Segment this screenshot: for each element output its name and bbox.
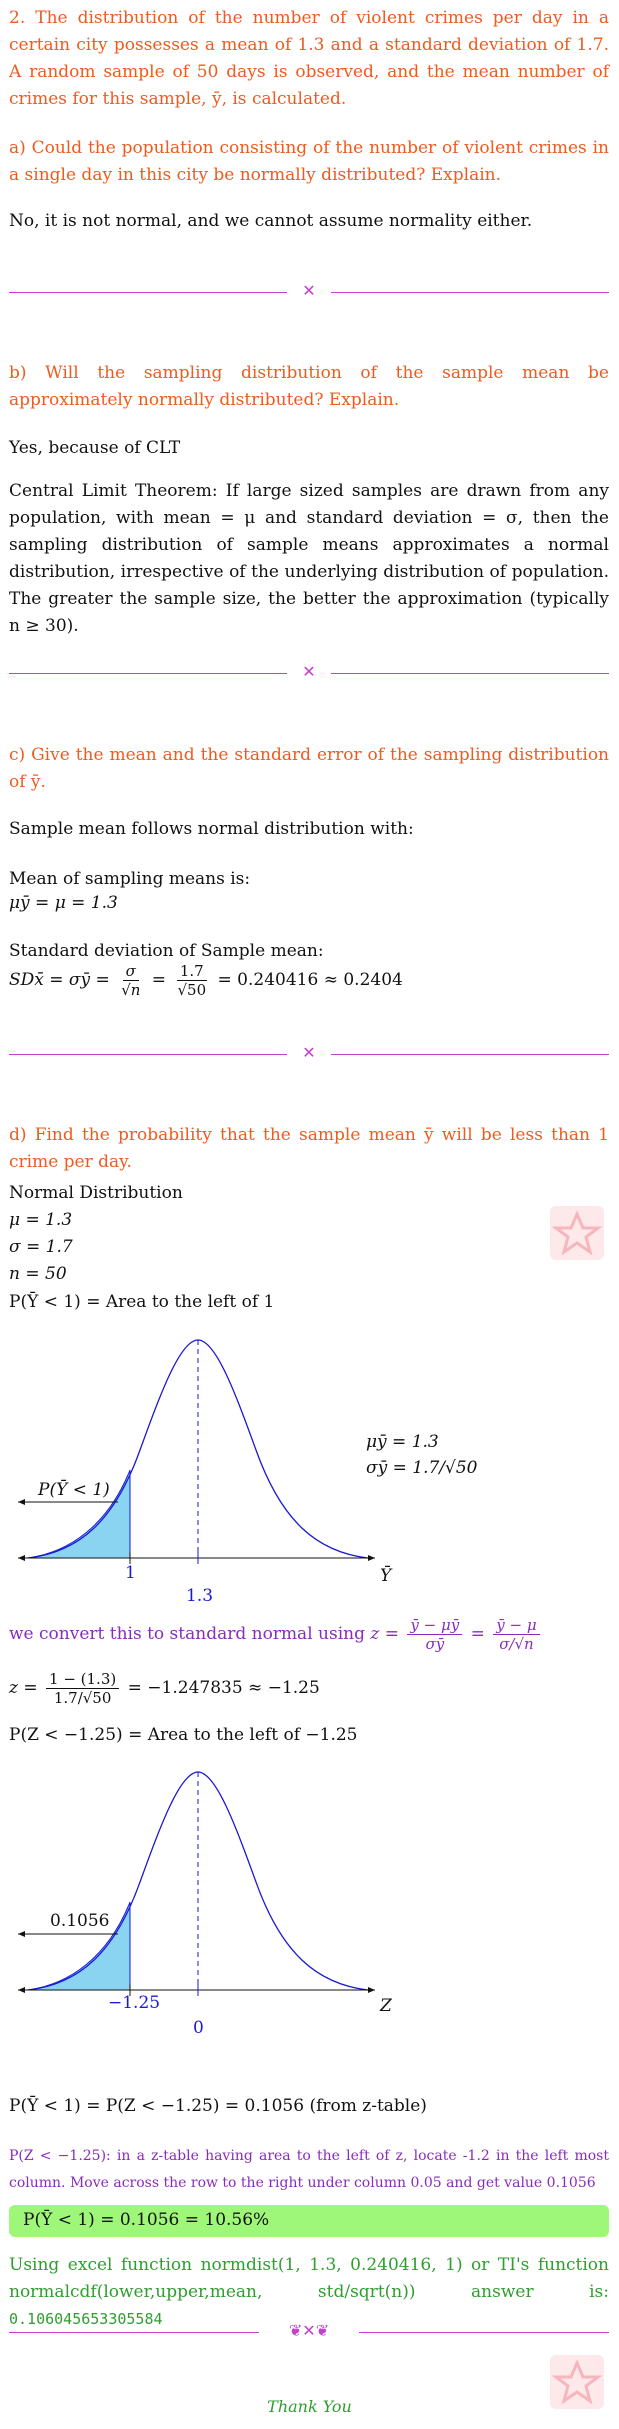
section-divider: ✕ [9,281,609,300]
sd-fraction-1: σ √n [121,962,141,999]
graph2-left-label: 0.1056 [50,1911,110,1931]
convert-fraction-2: ȳ − μ σ/√n [493,1616,540,1653]
part-c-line1: Sample mean follows normal distribution … [9,819,414,839]
sd-lhs: SDx̄ = σȳ = [9,970,110,990]
excel-note: Using excel function normdist(1, 1.3, 0.… [9,2252,609,2333]
sd-label: Standard deviation of Sample mean: [9,941,324,961]
graph1-sigma-label: σȳ = 1.7/√50 [366,1458,478,1478]
z-fraction: 1 − (1.3) 1.7/√50 [46,1670,120,1707]
section-divider: ✕ [9,1043,609,1062]
convert-z: z = [370,1624,399,1644]
convert-line: we convert this to standard normal using… [9,1614,543,1654]
excel-note-text: Using excel function normdist(1, 1.3, 0.… [9,2255,609,2302]
mu-value: μ = 1.3 [9,1210,73,1230]
ztable-note: P(Z < −1.25): in a z-table having area t… [9,2148,609,2191]
graph2-x-cut: −1.25 [108,1993,161,2013]
graph2-x-mean: 0 [193,2018,204,2038]
sd-result: = 0.240416 ≈ 0.2404 [217,970,403,990]
prob-area: P(Ȳ < 1) = Area to the left of 1 [9,1292,275,1312]
question-body: The distribution of the number of violen… [9,8,609,109]
graph1-left-label: P(Ȳ < 1) [38,1480,110,1500]
z-area: P(Z < −1.25) = Area to the left of −1.25 [9,1725,358,1745]
n-value: n = 50 [9,1264,67,1284]
graph1-mu-label: μȳ = 1.3 [366,1432,439,1452]
mean-formula: μȳ = μ = 1.3 [9,893,118,913]
part-a-answer: No, it is not normal, and we cannot assu… [9,211,533,231]
graph2-axis-label: Z [380,1996,392,2016]
normal-curve-graph-2 [18,1771,375,1996]
section-divider: ✕ [9,662,609,681]
convert-text: we convert this to standard normal using [9,1624,365,1644]
boxed-answer-text: P(Ȳ < 1) = 0.1056 = 10.56% [23,2210,270,2230]
z-lhs: z = [9,1678,38,1698]
convert-fraction-1: ȳ − μȳ σȳ [407,1616,463,1653]
boxed-answer: P(Ȳ < 1) = 0.1056 = 10.56% [9,2205,609,2237]
result-line: P(Ȳ < 1) = P(Z < −1.25) = 0.1056 (from z… [9,2096,427,2116]
watermark-logo [550,2355,604,2409]
part-d-question: d) Find the probability that the sample … [9,1125,609,1172]
sd-formula: SDx̄ = σȳ = σ √n = 1.7 √50 = 0.240416 ≈ 0.… [9,962,403,999]
ornament-icon: ✕ [302,1043,316,1062]
part-c-question: c) Give the mean and the standard error … [9,745,609,792]
part-b-question: b) Will the sampling distribution of the… [9,363,609,410]
final-divider: ❦✕❦ [9,2321,609,2340]
z-result: = −1.247835 ≈ −1.25 [127,1678,320,1698]
clt-paragraph: Central Limit Theorem: If large sized sa… [9,481,609,636]
excel-value: 0.106045653305584 [9,2310,163,2328]
part-b-answer: Yes, because of CLT [9,438,181,458]
watermark-logo [550,1206,604,1260]
graph1-x-cut: 1 [125,1563,136,1583]
sigma-value: σ = 1.7 [9,1237,73,1257]
z-formula: z = 1 − (1.3) 1.7/√50 = −1.247835 ≈ −1.25 [9,1668,320,1708]
graph1-x-mean: 1.3 [186,1586,214,1606]
dist-label: Normal Distribution [9,1183,183,1203]
normal-curve-graph-1 [18,1339,375,1564]
mean-label: Mean of sampling means is: [9,869,251,889]
ornament-icon: ✕ [302,281,316,300]
question-text: 2. The distribution of the number of vio… [9,5,609,113]
graph1-axis-label: Ȳ [380,1566,392,1586]
sd-fraction-2: 1.7 √50 [176,962,207,999]
ornament-icon: ✕ [302,662,316,681]
flourish-icon: ❦✕❦ [288,2321,330,2340]
part-a-question: a) Could the population consisting of th… [9,138,609,185]
question-number: 2. [9,8,26,28]
thank-you: Thank You [267,2397,352,2416]
